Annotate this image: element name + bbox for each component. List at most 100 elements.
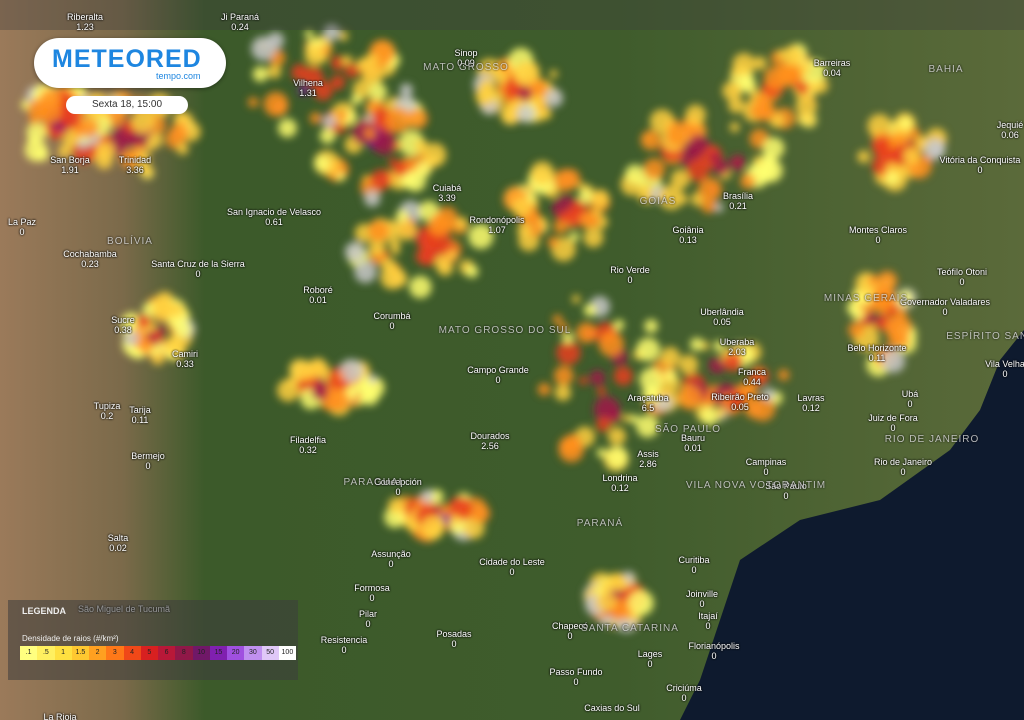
city-label: Roboré 0.01 [303, 285, 333, 305]
storm-cell [579, 211, 596, 229]
city-label: Florianópolis 0 [688, 641, 739, 661]
storm-cell [643, 158, 666, 181]
storm-cell [62, 132, 79, 149]
city-label: Cuiabá 3.39 [433, 183, 462, 203]
storm-cell [511, 197, 532, 218]
top-bar [0, 0, 1024, 30]
storm-cell [702, 393, 717, 409]
storm-cell [644, 319, 659, 334]
city-name: Governador Valadares [900, 297, 990, 307]
storm-cell [330, 75, 346, 90]
city-value: 0 [19, 227, 25, 237]
storm-cell [311, 384, 329, 401]
storm-cell [872, 286, 897, 311]
city-value: 2.56 [481, 441, 499, 451]
city-value: 0 [388, 559, 394, 569]
storm-cell [700, 406, 720, 426]
city-value: 0 [145, 461, 151, 471]
city-label: Passo Fundo 0 [549, 667, 602, 687]
storm-cell [857, 150, 871, 164]
storm-cell [688, 134, 709, 155]
storm-cell [755, 367, 764, 376]
storm-cell [173, 319, 192, 338]
storm-cell [569, 231, 580, 242]
city-value: 0.23 [81, 259, 99, 269]
city-name: Camiri [172, 349, 198, 359]
storm-cell [448, 496, 473, 521]
storm-cell [370, 169, 392, 191]
city-name: Resistencia [320, 635, 368, 645]
city-value: 0.24 [231, 22, 249, 32]
storm-cell [285, 377, 296, 388]
storm-cell [547, 236, 559, 248]
legend-cell: .1 [20, 646, 38, 660]
city-label: Bauru 0.01 [681, 433, 705, 453]
city-name: Cuiabá [432, 183, 462, 193]
storm-cell [596, 448, 607, 458]
city-label: Tarija 0.11 [129, 405, 151, 425]
storm-cell [530, 161, 555, 186]
storm-cell [848, 321, 865, 339]
city-value: 0 [451, 639, 457, 649]
city-value: 1.31 [299, 88, 317, 98]
storm-cell [877, 270, 898, 291]
city-label: Sucre 0.38 [111, 315, 135, 335]
storm-cell [387, 497, 406, 515]
city-name: La Paz [7, 217, 37, 227]
logo[interactable]: METEORED tempo.com [34, 38, 226, 88]
city-name: Roboré [303, 285, 333, 295]
city-value: 0.2 [100, 411, 114, 421]
storm-cell [583, 303, 597, 317]
storm-cell [530, 79, 548, 97]
storm-cell [516, 104, 536, 123]
city-value: 2.86 [639, 459, 657, 469]
storm-cell [670, 169, 691, 189]
legend-cell: 30 [244, 646, 262, 660]
city-value: 1.23 [76, 22, 94, 32]
storm-cell [722, 81, 742, 101]
storm-cell [606, 446, 629, 469]
city-name: Sinop [454, 48, 478, 58]
city-label: Tupiza 0.2 [94, 401, 121, 421]
legend-title: LEGENDA [22, 606, 67, 616]
city-name: Montes Claros [848, 225, 908, 235]
storm-cell [400, 171, 418, 189]
city-name: Lavras [797, 393, 825, 403]
storm-cell [277, 118, 297, 138]
city-label: Araçatuba 6.5 [627, 393, 668, 413]
city-value: 0.32 [299, 445, 317, 455]
city-value: 0 [900, 467, 906, 477]
storm-cell [363, 53, 379, 68]
city-value: 0 [783, 491, 789, 501]
storm-cell [639, 367, 664, 392]
city-name: Bermejo [131, 451, 165, 461]
city-name: Formosa [354, 583, 390, 593]
storm-cell [341, 55, 353, 66]
city-label: Joinville 0 [686, 589, 718, 609]
city-value: 3.39 [438, 193, 456, 203]
storm-cell [319, 128, 336, 144]
city-label: Curitiba 0 [678, 555, 709, 575]
storm-cell [247, 97, 259, 108]
city-name: Pilar [358, 609, 378, 619]
city-value: 0 [907, 399, 913, 409]
storm-cell [367, 220, 390, 242]
storm-cell [151, 301, 172, 322]
storm-cell [291, 64, 309, 82]
storm-cell [782, 45, 803, 67]
city-label: Itajaí 0 [698, 611, 718, 631]
city-name: San Borja [50, 155, 90, 165]
storm-cell [313, 155, 330, 172]
city-name: Juiz de Fora [868, 413, 918, 423]
storm-cell [176, 142, 189, 155]
city-label: Franca 0.44 [738, 367, 766, 387]
city-label: Rio de Janeiro 0 [874, 457, 932, 477]
city-name: Tarija [129, 405, 151, 415]
logo-subtext: tempo.com [156, 71, 201, 81]
city-name: Itajaí [698, 611, 718, 621]
storm-cell [395, 209, 409, 224]
storm-cell [380, 257, 396, 273]
legend-cell: 100 [278, 646, 296, 660]
city-name: Trinidad [118, 155, 152, 165]
storm-cell [409, 275, 432, 299]
